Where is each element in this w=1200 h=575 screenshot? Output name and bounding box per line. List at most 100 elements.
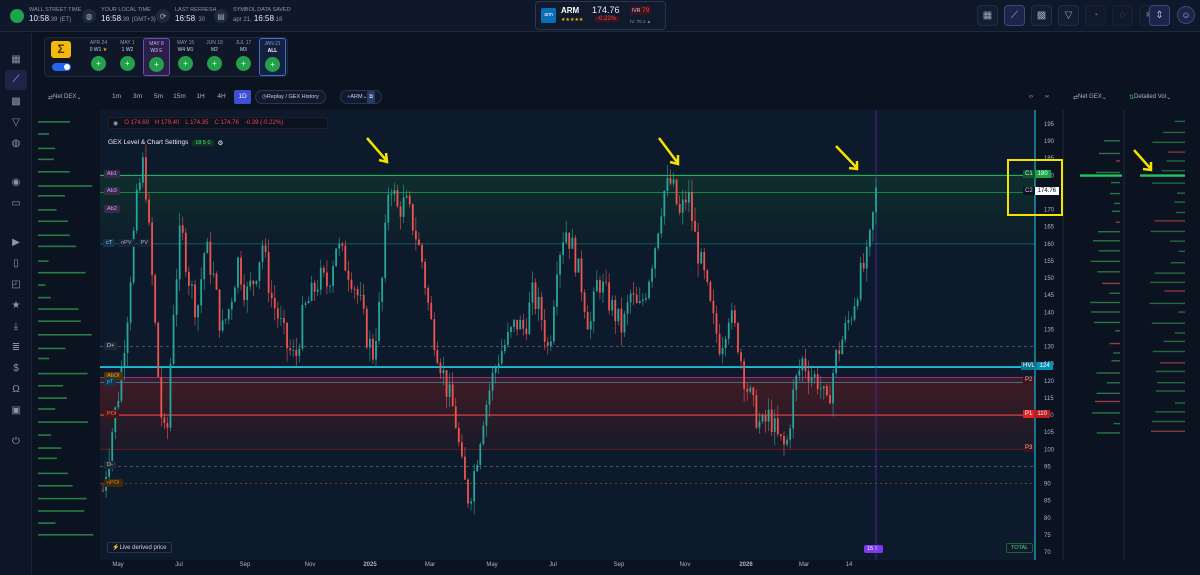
sigma-icon[interactable]: Σ (51, 41, 71, 58)
left-gex-bar (38, 447, 62, 449)
eye-icon[interactable]: ◉ (113, 120, 119, 127)
candle-body (393, 190, 396, 195)
zones (100, 175, 1035, 450)
bell-icon[interactable]: ◔ (1085, 5, 1106, 26)
collapse-icon[interactable]: ⇕ (1149, 5, 1170, 26)
gear-icon[interactable]: ⚙ (217, 139, 224, 147)
tf-1m[interactable]: 1m (111, 93, 122, 100)
tf-4h[interactable]: 4H (217, 93, 226, 100)
headset-icon[interactable]: Ω (12, 384, 20, 395)
expiry-jun18[interactable]: JUN 18 M2 + (201, 38, 228, 76)
expiry-toggle[interactable] (52, 63, 71, 71)
plus-icon[interactable]: + (236, 56, 251, 71)
candle-body (522, 319, 525, 329)
funnel-icon[interactable]: ▽ (12, 117, 20, 128)
replay-button[interactable]: ◷ Replay / GEX History (255, 90, 326, 104)
collapse-panels-icon[interactable]: ›‹ (1045, 94, 1049, 100)
left-gex-bar (38, 472, 68, 475)
expand-icon[interactable]: ‹› (1029, 94, 1033, 100)
table-view-icon[interactable]: ▦ (977, 5, 998, 26)
candle-body (460, 442, 463, 457)
right-gex-bar (1090, 301, 1120, 304)
candle-body (565, 232, 568, 243)
tf-15m[interactable]: 15m (173, 93, 186, 100)
expiry-week: 0 W1 (89, 47, 102, 53)
grid-icon[interactable]: ▦ (11, 54, 21, 65)
vol-bar (1155, 411, 1185, 413)
plus-icon[interactable]: + (120, 56, 135, 71)
right-gex-bar (1106, 382, 1120, 384)
expiry-date: JUN 18 (206, 40, 223, 46)
download-icon[interactable]: ⤓ (13, 321, 19, 332)
tf-1d[interactable]: 1D (234, 90, 251, 104)
chart-icon[interactable]: ⟋ (5, 70, 27, 90)
right-gex-bar (1114, 202, 1120, 205)
candle-body (608, 282, 611, 311)
candle-body (730, 310, 733, 323)
left-gex-bar (38, 408, 56, 410)
expiry-may15[interactable]: MAY 15 W4 M1 + (172, 38, 199, 76)
terminal-icon[interactable]: ▣ (11, 405, 21, 416)
box-icon[interactable]: ◰ (11, 279, 21, 290)
expiry-jul17[interactable]: JUL 17 M3 + (230, 38, 257, 76)
expiry-all[interactable]: JAN 21 ALL + (259, 38, 286, 76)
plus-icon[interactable]: + (149, 57, 164, 72)
power-icon[interactable]: ⏻ (12, 436, 20, 447)
x-tick-label: Mar (799, 562, 809, 568)
tf-1h[interactable]: 1H (196, 93, 205, 100)
candle-body (513, 319, 515, 328)
detailed-vol-selector[interactable]: ⇅ Detailed Vol ⌄ (1129, 90, 1171, 104)
expiry-apr24[interactable]: APR 24 0 W1 ★ + (85, 38, 112, 76)
candle-body (467, 479, 469, 504)
legend-pv[interactable]: PV (137, 239, 151, 247)
message-icon[interactable]: ▭ (11, 198, 21, 209)
globe-icon[interactable]: ◍ (11, 138, 21, 149)
y-tick-label: 70 (1044, 550, 1051, 556)
live-price-label[interactable]: ⚡Live derived price (107, 542, 172, 553)
net-dex-selector[interactable]: ⇄ Net DEX ⌄ (48, 90, 81, 104)
video-icon[interactable]: ▶ (12, 237, 20, 248)
ohlc-open: O 174.69 (124, 120, 149, 126)
avatar[interactable]: ☺ (1177, 6, 1195, 24)
ticker-card[interactable]: arm ARM ★★★★★ 174.76 -0.22% IVR 79 IV: 7… (535, 1, 666, 30)
annotation-arrows (366, 137, 1153, 172)
plus-icon[interactable]: + (207, 56, 222, 71)
tf-3m[interactable]: 3m (132, 93, 143, 100)
net-gex-selector[interactable]: ⇄ Net GEX ⌄ (1073, 90, 1107, 104)
earnings-badge: E (159, 48, 163, 54)
plus-icon[interactable]: + (91, 56, 106, 71)
level-tag-right-2: HVL 124 (1021, 362, 1053, 371)
circle-icon[interactable]: ◌ (1112, 5, 1133, 26)
legend-npv[interactable]: nPV (118, 239, 135, 247)
apps-icon[interactable]: ▩ (11, 96, 21, 107)
dollar-icon[interactable]: $ (13, 363, 19, 374)
chart-view-icon[interactable]: ⟋ (1004, 5, 1025, 26)
refresh-icon[interactable]: ⟳ (156, 9, 170, 23)
candle-body (783, 435, 785, 445)
user-icon[interactable]: ◉ (11, 177, 21, 188)
chart-settings-row[interactable]: GEX Level & Chart Settings 18 5 0 ⚙ (108, 136, 223, 149)
candle-body (356, 289, 359, 296)
stack-icon[interactable]: ≣ (11, 342, 21, 353)
clock-seconds: :18 (273, 17, 283, 23)
vol-bar (1150, 230, 1185, 233)
filter-icon[interactable]: ▽ (1058, 5, 1079, 26)
candle-body (724, 338, 727, 349)
candle-body (454, 406, 457, 428)
grid-view-icon[interactable]: ▩ (1031, 5, 1052, 26)
star-icon[interactable]: ★ (11, 300, 21, 311)
tf-5m[interactable]: 5m (153, 93, 164, 100)
legend-ct[interactable]: cT (103, 239, 116, 247)
candle-body (362, 294, 365, 309)
link-icon[interactable]: ⧉ (367, 90, 376, 104)
plus-icon[interactable]: + (178, 56, 193, 71)
plus-icon[interactable]: + (265, 57, 280, 72)
candle-body (703, 251, 706, 271)
symbol-compare[interactable]: ● ARM ⌄ ⧉ (340, 90, 383, 104)
candle-body (752, 387, 755, 396)
left-gex-bar (38, 320, 81, 322)
expiry-may8[interactable]: MAY 8 W3 E + (143, 38, 170, 76)
document-icon[interactable]: ▯ (13, 258, 19, 269)
